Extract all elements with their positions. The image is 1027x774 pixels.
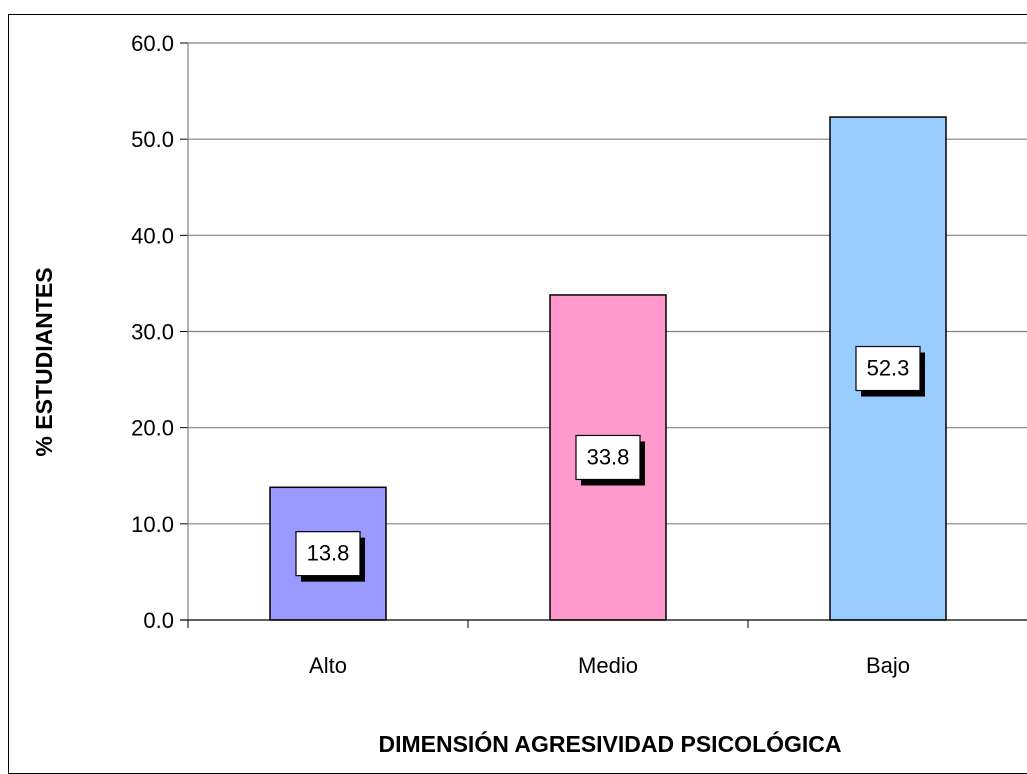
y-axis-ticks: 0.0 10.0 20.0 30.0 40.0 50.0 60.0 [131, 31, 189, 633]
y-tick-label: 30.0 [131, 320, 174, 345]
data-label: 13.8 [307, 541, 350, 566]
y-axis-title: % ESTUDIANTES [31, 267, 57, 456]
y-tick-label: 20.0 [131, 416, 174, 441]
y-tick-label: 0.0 [143, 608, 174, 633]
data-label: 33.8 [587, 444, 630, 469]
data-label: 52.3 [867, 356, 910, 381]
y-tick-label: 40.0 [131, 223, 174, 248]
y-tick-label: 50.0 [131, 127, 174, 152]
data-label-box [575, 434, 641, 481]
x-tick-label: Alto [309, 653, 347, 678]
data-labels: 13.8 33.8 52.3 [295, 345, 925, 582]
data-label-box [295, 531, 361, 577]
data-label-box [855, 345, 921, 392]
x-tick-label: Medio [578, 653, 638, 678]
y-tick-label: 10.0 [131, 512, 174, 537]
x-axis-title: DIMENSIÓN AGRESIVIDAD PSICOLÓGICA [378, 730, 841, 757]
x-tick-label: Bajo [866, 653, 910, 678]
bars [269, 116, 947, 621]
y-tick-label: 60.0 [131, 31, 174, 56]
x-axis: Alto Medio Bajo [180, 619, 1027, 678]
